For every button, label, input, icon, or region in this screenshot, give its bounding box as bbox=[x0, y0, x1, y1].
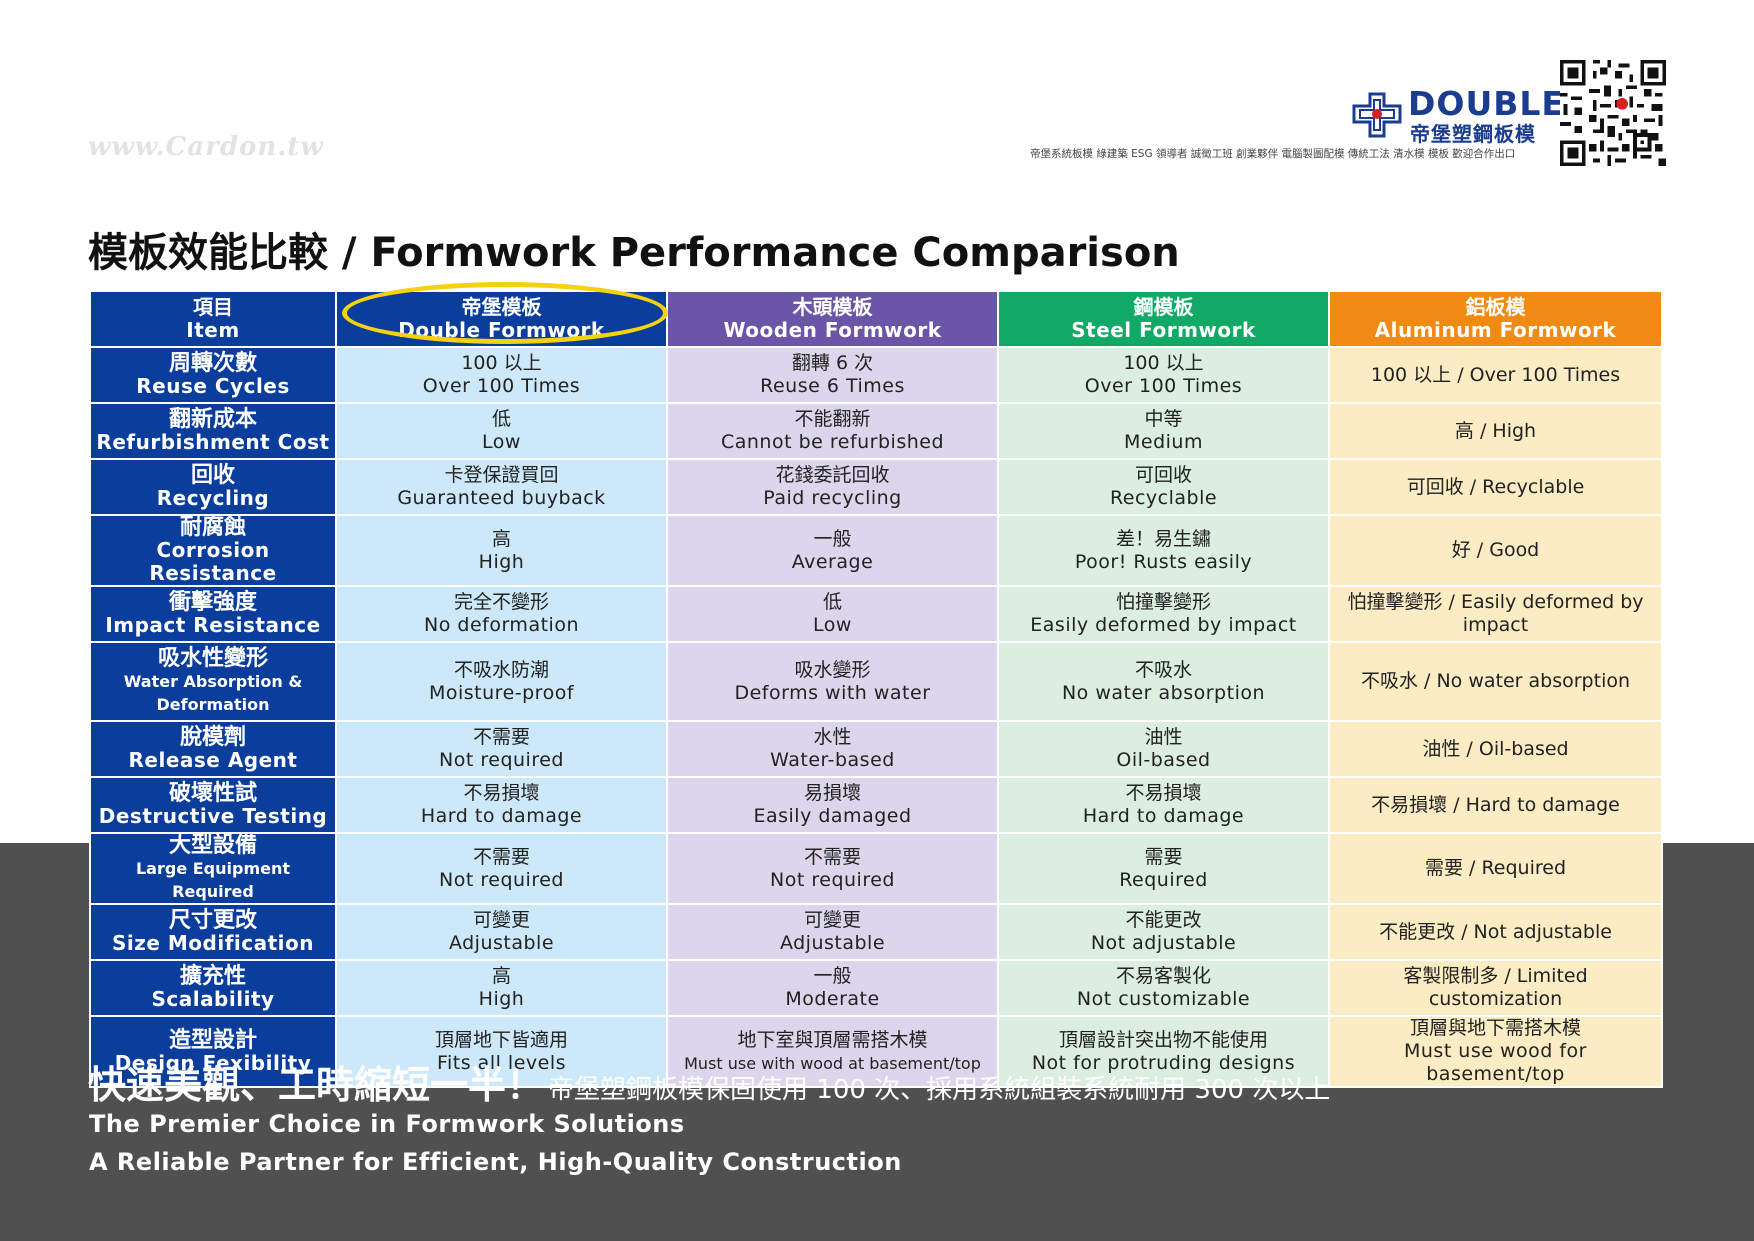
cell-double: 低 Low bbox=[335, 402, 668, 460]
table-row: 尺寸更改 Size Modification 可變更 Adjustable 可變更 A… bbox=[89, 903, 1663, 961]
cell-wood: 低 Low bbox=[666, 585, 999, 643]
table-row: 耐腐蝕 Corrosion Resistance 高 High 一般 Average … bbox=[89, 514, 1663, 587]
cell-double: 不吸水防潮 Moisture-proof bbox=[335, 641, 668, 722]
cell-steel: 油性 Oil-based bbox=[997, 720, 1330, 778]
cell-steel: 怕撞擊變形 Easily deformed by impact bbox=[997, 585, 1330, 643]
cell-steel: 不易損壞 Hard to damage bbox=[997, 776, 1330, 834]
cell-aluminum: 不吸水 / No water absorption bbox=[1328, 641, 1663, 722]
cell-double: 頂層地下皆適用 Fits all levels bbox=[335, 1015, 668, 1088]
cell-double: 不需要 Not required bbox=[335, 832, 668, 905]
row-label: 擴充性 Scalability bbox=[89, 959, 337, 1017]
cell-wood: 花錢委託回收 Paid recycling bbox=[666, 458, 999, 516]
cell-aluminum: 客製限制多 / Limited customization bbox=[1328, 959, 1663, 1017]
table-row: 周轉次數 Reuse Cycles 100 以上 Over 100 Times 翻轉… bbox=[89, 346, 1663, 404]
table-row: 吸水性變形 Water Absorption & Deformation 不吸水防… bbox=[89, 641, 1663, 722]
row-label: 衝擊強度 Impact Resistance bbox=[89, 585, 337, 643]
premier-choice-text: The Premier Choice in Formwork Solutions bbox=[89, 1110, 685, 1138]
cell-double: 完全不變形 No deformation bbox=[335, 585, 668, 643]
row-label: 尺寸更改 Size Modification bbox=[89, 903, 337, 961]
row-label: 破壞性試 Destructive Testing bbox=[89, 776, 337, 834]
cell-steel: 100 以上 Over 100 Times bbox=[997, 346, 1330, 404]
cell-double: 卡登保證買回 Guaranteed buyback bbox=[335, 458, 668, 516]
table-row: 擴充性 Scalability 高 High 一般 Moderate 不易客製化 Not… bbox=[89, 959, 1663, 1017]
header-aluminum-formwork: 鋁板模 Aluminum Formwork bbox=[1328, 290, 1663, 348]
table-header-row: 項目 Item 帝堡模板 Double Formwork 木頭模板 Wooden Fo… bbox=[89, 290, 1663, 348]
table-row: 大型設備 Large Equipment Required 不需要 Not requ… bbox=[89, 832, 1663, 905]
cell-aluminum: 不能更改 / Not adjustable bbox=[1328, 903, 1663, 961]
cell-double: 不易損壞 Hard to damage bbox=[335, 776, 668, 834]
table-row: 回收 Recycling 卡登保證買回 Guaranteed buyback 花錢委… bbox=[89, 458, 1663, 516]
cell-aluminum: 可回收 / Recyclable bbox=[1328, 458, 1663, 516]
cell-steel: 需要 Required bbox=[997, 832, 1330, 905]
cell-wood: 不能翻新 Cannot be refurbished bbox=[666, 402, 999, 460]
row-label: 大型設備 Large Equipment Required bbox=[89, 832, 337, 905]
cell-wood: 地下室與頂層需搭木模 Must use with wood at basement… bbox=[666, 1015, 999, 1088]
service-tagline: 帝堡系統板模 綠建築 ESG 領導者 誠徵工班 創業夥伴 電腦製圖配模 傳統工法… bbox=[1030, 148, 1516, 160]
row-label: 耐腐蝕 Corrosion Resistance bbox=[89, 514, 337, 587]
cell-steel: 可回收 Recyclable bbox=[997, 458, 1330, 516]
cell-steel: 不吸水 No water absorption bbox=[997, 641, 1330, 722]
cell-wood: 不需要 Not required bbox=[666, 832, 999, 905]
cell-aluminum: 需要 / Required bbox=[1328, 832, 1663, 905]
comparison-table: 項目 Item 帝堡模板 Double Formwork 木頭模板 Wooden Fo… bbox=[89, 290, 1663, 1088]
cell-aluminum: 怕撞擊變形 / Easily deformed by impact bbox=[1328, 585, 1663, 643]
slogan-headline: 快速美觀、工時縮短一半！ bbox=[88, 1063, 545, 1107]
table-row: 脫模劑 Release Agent 不需要 Not required 水性 Water… bbox=[89, 720, 1663, 778]
slogan-detail: 帝堡塑鋼板模保固使用 100 次、採用系統組裝系統耐用 300 次以上 bbox=[548, 1075, 1331, 1105]
cell-double: 高 High bbox=[335, 514, 668, 587]
cell-wood: 易損壞 Easily damaged bbox=[666, 776, 999, 834]
cell-aluminum: 高 / High bbox=[1328, 402, 1663, 460]
cell-wood: 一般 Moderate bbox=[666, 959, 999, 1017]
table-row: 破壞性試 Destructive Testing 不易損壞 Hard to dama… bbox=[89, 776, 1663, 834]
table-row: 衝擊強度 Impact Resistance 完全不變形 No deformatio… bbox=[89, 585, 1663, 643]
cell-wood: 一般 Average bbox=[666, 514, 999, 587]
row-label: 回收 Recycling bbox=[89, 458, 337, 516]
brand-logo: DOUBLE 帝堡塑鋼板模 bbox=[1352, 84, 1564, 146]
cell-aluminum: 頂層與地下需搭木模 Must use wood for basement/top bbox=[1328, 1015, 1663, 1088]
header-double-formwork: 帝堡模板 Double Formwork bbox=[335, 290, 668, 348]
table-row: 翻新成本 Refurbishment Cost 低 Low 不能翻新 Cannot b… bbox=[89, 402, 1663, 460]
qr-code-icon bbox=[1560, 60, 1666, 166]
row-label: 吸水性變形 Water Absorption & Deformation bbox=[89, 641, 337, 722]
cell-wood: 吸水變形 Deforms with water bbox=[666, 641, 999, 722]
cell-aluminum: 100 以上 / Over 100 Times bbox=[1328, 346, 1663, 404]
row-label: 造型設計 Design Fexibility bbox=[89, 1015, 337, 1088]
cell-wood: 水性 Water-based bbox=[666, 720, 999, 778]
watermark: www.Cardon.tw bbox=[88, 132, 324, 162]
cell-steel: 中等 Medium bbox=[997, 402, 1330, 460]
cell-aluminum: 好 / Good bbox=[1328, 514, 1663, 587]
header-steel-formwork: 鋼模板 Steel Formwork bbox=[997, 290, 1330, 348]
cell-steel: 頂層設計突出物不能使用 Not for protruding designs bbox=[997, 1015, 1330, 1088]
row-label: 脫模劑 Release Agent bbox=[89, 720, 337, 778]
page-title: 模板效能比較 / Formwork Performance Comparison bbox=[88, 230, 1180, 276]
cell-steel: 不能更改 Not adjustable bbox=[997, 903, 1330, 961]
cell-double: 高 High bbox=[335, 959, 668, 1017]
reliable-partner-text: A Reliable Partner for Efficient, High-Q… bbox=[89, 1148, 902, 1176]
cell-double: 100 以上 Over 100 Times bbox=[335, 346, 668, 404]
brand-name-zh: 帝堡塑鋼板模 bbox=[1410, 122, 1536, 146]
cell-aluminum: 油性 / Oil-based bbox=[1328, 720, 1663, 778]
header-wooden-formwork: 木頭模板 Wooden Formwork bbox=[666, 290, 999, 348]
cell-double: 不需要 Not required bbox=[335, 720, 668, 778]
brand-name: DOUBLE bbox=[1408, 84, 1565, 123]
double-cross-icon bbox=[1352, 92, 1402, 138]
cell-steel: 不易客製化 Not customizable bbox=[997, 959, 1330, 1017]
row-label: 周轉次數 Reuse Cycles bbox=[89, 346, 337, 404]
cell-wood: 翻轉 6 次 Reuse 6 Times bbox=[666, 346, 999, 404]
table-row: 造型設計 Design Fexibility 頂層地下皆適用 Fits all le… bbox=[89, 1015, 1663, 1088]
cell-double: 可變更 Adjustable bbox=[335, 903, 668, 961]
cell-wood: 可變更 Adjustable bbox=[666, 903, 999, 961]
cell-steel: 差！易生鏽 Poor! Rusts easily bbox=[997, 514, 1330, 587]
slogan: 快速美觀、工時縮短一半！ 帝堡塑鋼板模保固使用 100 次、採用系統組裝系統耐用 … bbox=[88, 1054, 1330, 1109]
header-item: 項目 Item bbox=[89, 290, 337, 348]
row-label: 翻新成本 Refurbishment Cost bbox=[89, 402, 337, 460]
cell-aluminum: 不易損壞 / Hard to damage bbox=[1328, 776, 1663, 834]
